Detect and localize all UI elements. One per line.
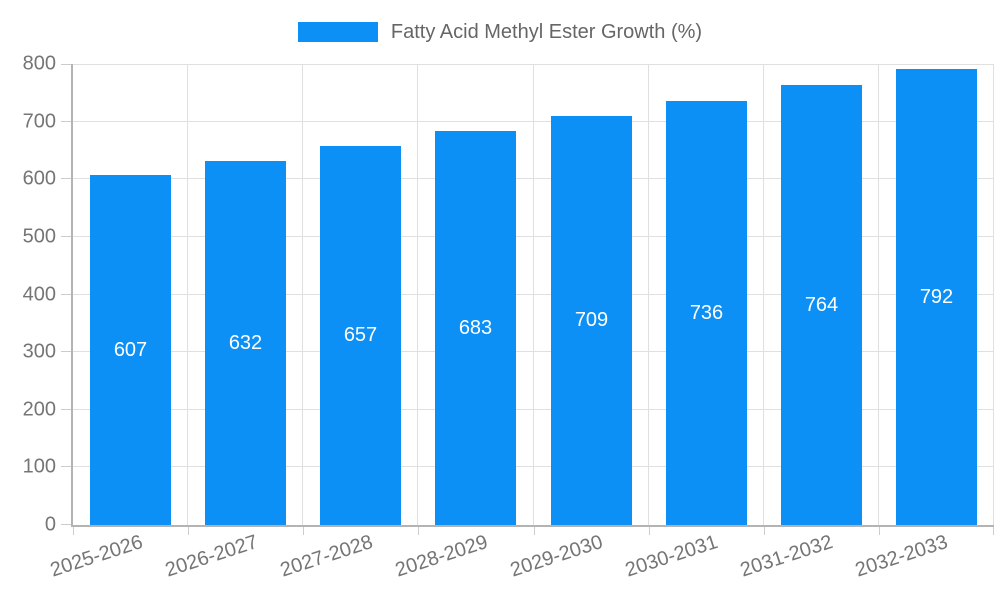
x-tick-mark	[879, 527, 880, 535]
y-tick-label: 0	[44, 513, 56, 536]
x-category-label: 2031-2032	[738, 531, 836, 582]
y-tick-mark	[61, 294, 71, 295]
x-category-label: 2025-2026	[48, 531, 146, 582]
x-category-label: 2027-2028	[278, 531, 376, 582]
bar-value-label: 683	[458, 316, 493, 339]
y-tick-label: 700	[22, 110, 56, 133]
y-tick-label: 600	[22, 167, 56, 190]
x-category-label: 2026-2027	[163, 531, 261, 582]
y-tick-mark	[61, 178, 71, 179]
v-gridline	[993, 64, 994, 525]
bar[interactable]: 709	[551, 116, 632, 525]
y-tick-label: 400	[22, 283, 56, 306]
x-axis-ticks	[73, 527, 994, 535]
y-tick-label: 200	[22, 398, 56, 421]
y-tick-label: 100	[22, 455, 56, 478]
x-tick-mark	[418, 527, 419, 535]
x-tick-mark	[188, 527, 189, 535]
y-tick-mark	[61, 236, 71, 237]
legend-item[interactable]: Fatty Acid Methyl Ester Growth (%)	[0, 21, 1000, 43]
x-tick-mark	[993, 527, 994, 535]
x-category-label: 2032-2033	[853, 531, 951, 582]
v-gridline	[187, 64, 188, 525]
plot-area: 607 632 657 683 709 736 764 792	[73, 64, 994, 525]
bar[interactable]: 657	[320, 146, 401, 525]
x-category-label: 2030-2031	[623, 531, 721, 582]
y-tick-label: 500	[22, 225, 56, 248]
y-tick-mark	[61, 524, 71, 525]
v-gridline	[533, 64, 534, 525]
y-tick-mark	[61, 466, 71, 467]
y-axis-labels: 0 100 200 300 400 500 600 700 800	[0, 53, 56, 536]
bar-value-label: 764	[804, 293, 839, 316]
x-tick-mark	[303, 527, 304, 535]
bar-value-label: 736	[689, 301, 724, 324]
y-tick-mark	[61, 121, 71, 122]
bar-value-label: 607	[113, 338, 148, 361]
bar-value-label: 792	[919, 285, 954, 308]
bar[interactable]: 632	[205, 161, 286, 525]
x-tick-mark	[534, 527, 535, 535]
y-tick-mark	[61, 64, 71, 65]
v-gridline	[763, 64, 764, 525]
x-category-label: 2028-2029	[393, 531, 491, 582]
y-tick-mark	[61, 409, 71, 410]
x-tick-mark	[649, 527, 650, 535]
legend-swatch	[297, 22, 378, 42]
y-axis-ticks	[61, 64, 71, 525]
bar[interactable]: 736	[666, 101, 747, 525]
x-axis-labels: 2025-2026 2026-2027 2027-2028 2028-2029 2029…	[48, 531, 994, 600]
bar-value-label: 632	[228, 331, 263, 354]
v-gridline	[878, 64, 879, 525]
legend-label: Fatty Acid Methyl Ester Growth (%)	[390, 21, 703, 43]
x-tick-mark	[764, 527, 765, 535]
bar[interactable]: 683	[435, 131, 516, 525]
y-axis-line	[71, 64, 73, 527]
bar[interactable]: 792	[896, 69, 977, 525]
v-gridline	[648, 64, 649, 525]
bar-value-label: 709	[574, 309, 609, 331]
bar-value-label: 657	[343, 324, 378, 346]
v-gridline	[302, 64, 303, 525]
bar[interactable]: 764	[781, 85, 862, 525]
v-gridline	[417, 64, 418, 525]
x-axis-line	[71, 525, 994, 527]
bar[interactable]: 607	[90, 175, 171, 525]
y-tick-mark	[61, 351, 71, 352]
x-tick-mark	[73, 527, 74, 535]
y-tick-label: 800	[22, 52, 56, 75]
x-category-label: 2029-2030	[508, 531, 606, 582]
y-tick-label: 300	[22, 340, 56, 363]
